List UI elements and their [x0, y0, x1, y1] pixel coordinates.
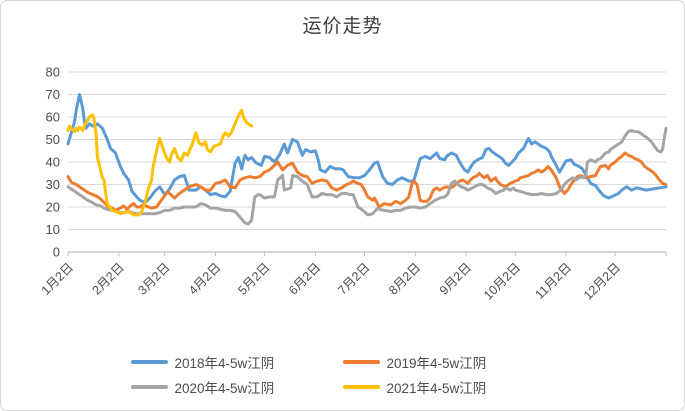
- y-axis-label: 20: [46, 200, 60, 215]
- series-line-2021: [66, 108, 253, 217]
- y-axis-label: 0: [53, 245, 60, 260]
- y-axis-label: 50: [46, 132, 60, 147]
- y-axis-label: 40: [46, 155, 60, 170]
- legend-swatch: [342, 360, 380, 364]
- y-axis-label: 80: [46, 65, 60, 80]
- x-axis-label: 5月2日: [235, 260, 272, 297]
- legend-label: 2018年4-5w江阴: [174, 356, 275, 371]
- legend-swatch: [342, 385, 380, 389]
- y-axis-label: 10: [46, 222, 60, 237]
- x-axis-label: 2月2日: [90, 260, 127, 297]
- x-axis-label: 9月2日: [437, 260, 474, 297]
- x-axis-label: 7月2日: [335, 260, 372, 297]
- legend-swatch: [130, 360, 168, 364]
- x-axis-label: 12月2日: [581, 260, 623, 302]
- legend-label: 2020年4-5w江阴: [174, 381, 275, 396]
- x-axis-label: 10月2日: [481, 260, 523, 302]
- y-axis-label: 60: [46, 110, 60, 125]
- x-axis-label: 11月2日: [533, 260, 575, 302]
- legend-label: 2021年4-5w江阴: [386, 381, 487, 396]
- x-axis-label: 4月2日: [186, 260, 223, 297]
- legend-swatch: [130, 385, 168, 389]
- x-axis-label: 1月2日: [39, 260, 76, 297]
- series-line-2020: [66, 126, 668, 226]
- series-line-2018: [66, 93, 668, 204]
- legend-item-2020: 2020年4-5w江阴: [130, 377, 343, 397]
- y-axis-label: 30: [46, 177, 60, 192]
- series-line-2019: [66, 151, 668, 212]
- legend-label: 2019年4-5w江阴: [386, 356, 487, 371]
- legend-row: 2020年4-5w江阴 2021年4-5w江阴: [130, 377, 555, 397]
- legend-item-2019: 2019年4-5w江阴: [342, 352, 555, 372]
- legend-item-2018: 2018年4-5w江阴: [130, 352, 343, 372]
- x-axis-label: 8月2日: [386, 260, 423, 297]
- chart-title: 运价走势: [302, 16, 383, 37]
- x-axis-label: 3月2日: [135, 260, 172, 297]
- legend: 2018年4-5w江阴 2019年4-5w江阴 2020年4-5w江阴 2021年4-…: [0, 352, 685, 397]
- legend-item-2021: 2021年4-5w江阴: [342, 377, 555, 397]
- y-axis-label: 70: [46, 87, 60, 102]
- x-axis-label: 6月2日: [286, 260, 323, 297]
- legend-row: 2018年4-5w江阴 2019年4-5w江阴: [130, 352, 555, 372]
